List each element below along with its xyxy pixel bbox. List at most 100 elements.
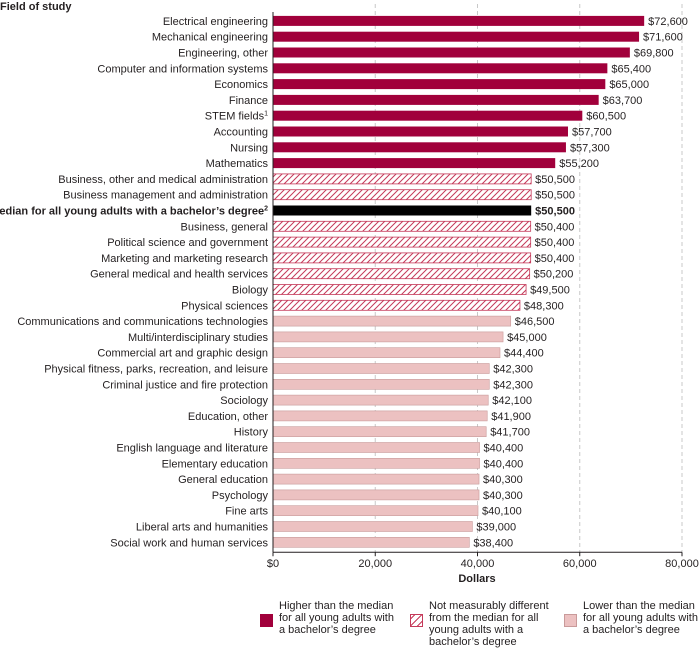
category-label: Social work and human services <box>110 537 268 549</box>
category-label: Communications and communications techno… <box>17 316 268 328</box>
category-label: Liberal arts and humanities <box>136 522 269 534</box>
bar <box>273 79 606 90</box>
category-label: General education <box>178 474 268 486</box>
bar <box>273 47 630 58</box>
bar <box>273 126 568 137</box>
data-label: $40,300 <box>483 490 523 502</box>
category-label: Psychology <box>212 490 269 502</box>
bar <box>273 142 566 153</box>
category-label: Median for all young adults with a bache… <box>0 206 268 218</box>
bar <box>272 331 504 343</box>
data-label: $40,400 <box>484 458 524 470</box>
legend-label-lower: Lower than the median for all young adul… <box>583 600 698 636</box>
category-label: Economics <box>214 79 268 91</box>
category-label: Engineering, other <box>178 48 268 60</box>
x-tick-label: 80,000 <box>665 558 699 570</box>
category-label: General medical and health services <box>90 269 268 281</box>
category-label: Nursing <box>230 142 268 154</box>
data-label: $40,400 <box>484 443 524 455</box>
data-label: $65,400 <box>611 63 651 75</box>
data-label: $42,300 <box>493 379 533 391</box>
bar <box>272 268 531 280</box>
bar <box>272 489 480 501</box>
data-label: $63,700 <box>603 95 643 107</box>
bar <box>273 63 608 74</box>
legend-label-same: Not measurably different from the median… <box>429 600 549 648</box>
data-label: $71,600 <box>643 32 683 44</box>
legend-item-lower: Lower than the median for all young adul… <box>564 600 700 636</box>
data-label: $50,200 <box>534 269 574 281</box>
category-label: Political science and government <box>107 237 268 249</box>
category-label: Physical fitness, parks, recreation, and… <box>44 364 268 376</box>
bar <box>272 505 479 517</box>
category-label: Business, general <box>181 221 268 233</box>
bar <box>273 158 556 169</box>
category-label: Commercial art and graphic design <box>97 348 268 360</box>
bar <box>272 521 473 532</box>
data-label: $55,200 <box>559 158 599 170</box>
category-label: Business management and administration <box>63 190 268 202</box>
data-label: $39,000 <box>476 522 516 534</box>
data-label: $60,500 <box>586 111 626 123</box>
data-label: $41,700 <box>490 427 530 439</box>
legend: Higher than the median for all young adu… <box>0 600 700 648</box>
bar <box>272 442 480 453</box>
category-label: Mathematics <box>206 158 269 170</box>
legend-label-higher: Higher than the median for all young adu… <box>279 600 394 636</box>
data-label: $50,500 <box>535 206 575 218</box>
legend-swatch-same <box>410 614 423 627</box>
data-label: $50,400 <box>535 237 575 249</box>
x-tick-label: 20,000 <box>358 558 392 570</box>
data-label: $45,000 <box>507 332 547 344</box>
category-label: English language and literature <box>116 443 268 455</box>
bar <box>272 284 527 295</box>
bar <box>272 236 532 248</box>
legend-item-higher: Higher than the median for all young adu… <box>260 600 400 636</box>
bar <box>273 94 599 105</box>
bar <box>272 457 480 469</box>
bar <box>272 394 489 406</box>
data-label: $40,100 <box>482 506 522 518</box>
bar <box>272 347 501 359</box>
category-label: Mechanical engineering <box>152 32 268 44</box>
bar <box>272 410 488 422</box>
category-label: Education, other <box>188 411 268 423</box>
legend-item-same: Not measurably different from the median… <box>410 600 555 648</box>
bar <box>272 252 532 264</box>
data-label: $50,500 <box>535 190 575 202</box>
category-label: Biology <box>232 285 269 297</box>
data-label: $42,300 <box>493 364 533 376</box>
category-label: Business, other and medical administrati… <box>58 174 268 186</box>
data-label: $49,500 <box>530 285 570 297</box>
data-label: $57,300 <box>570 142 610 154</box>
data-label: $50,400 <box>535 221 575 233</box>
category-label: Fine arts <box>225 506 268 518</box>
category-label: Multi/interdisciplinary studies <box>128 332 268 344</box>
bar <box>272 536 470 548</box>
data-label: $38,400 <box>473 537 513 549</box>
category-label: Sociology <box>220 395 268 407</box>
category-label: Electrical engineering <box>163 16 268 28</box>
data-label: $41,900 <box>491 411 531 423</box>
category-label: Physical sciences <box>181 300 268 312</box>
legend-swatch-lower <box>564 614 577 627</box>
data-label: $72,600 <box>648 16 688 28</box>
bar <box>272 220 532 232</box>
bar <box>273 205 532 216</box>
x-tick-label: 60,000 <box>563 558 597 570</box>
data-label: $40,300 <box>483 474 523 486</box>
category-label: Computer and information systems <box>97 63 268 75</box>
data-label: $50,500 <box>535 174 575 186</box>
category-label: Finance <box>229 95 268 107</box>
bar <box>272 173 532 185</box>
bar <box>273 31 640 42</box>
x-tick-label: $0 <box>267 558 279 570</box>
x-axis-title: Dollars <box>458 573 495 585</box>
category-label: Criminal justice and fire protection <box>102 379 268 391</box>
bar <box>272 363 490 374</box>
bar-chart: Field of study Electrical engineering $72… <box>0 1 699 585</box>
legend-swatch-higher <box>260 614 273 627</box>
bar <box>273 15 645 26</box>
y-axis-title: Field of study <box>0 1 72 13</box>
x-tick-label: 40,000 <box>461 558 495 570</box>
